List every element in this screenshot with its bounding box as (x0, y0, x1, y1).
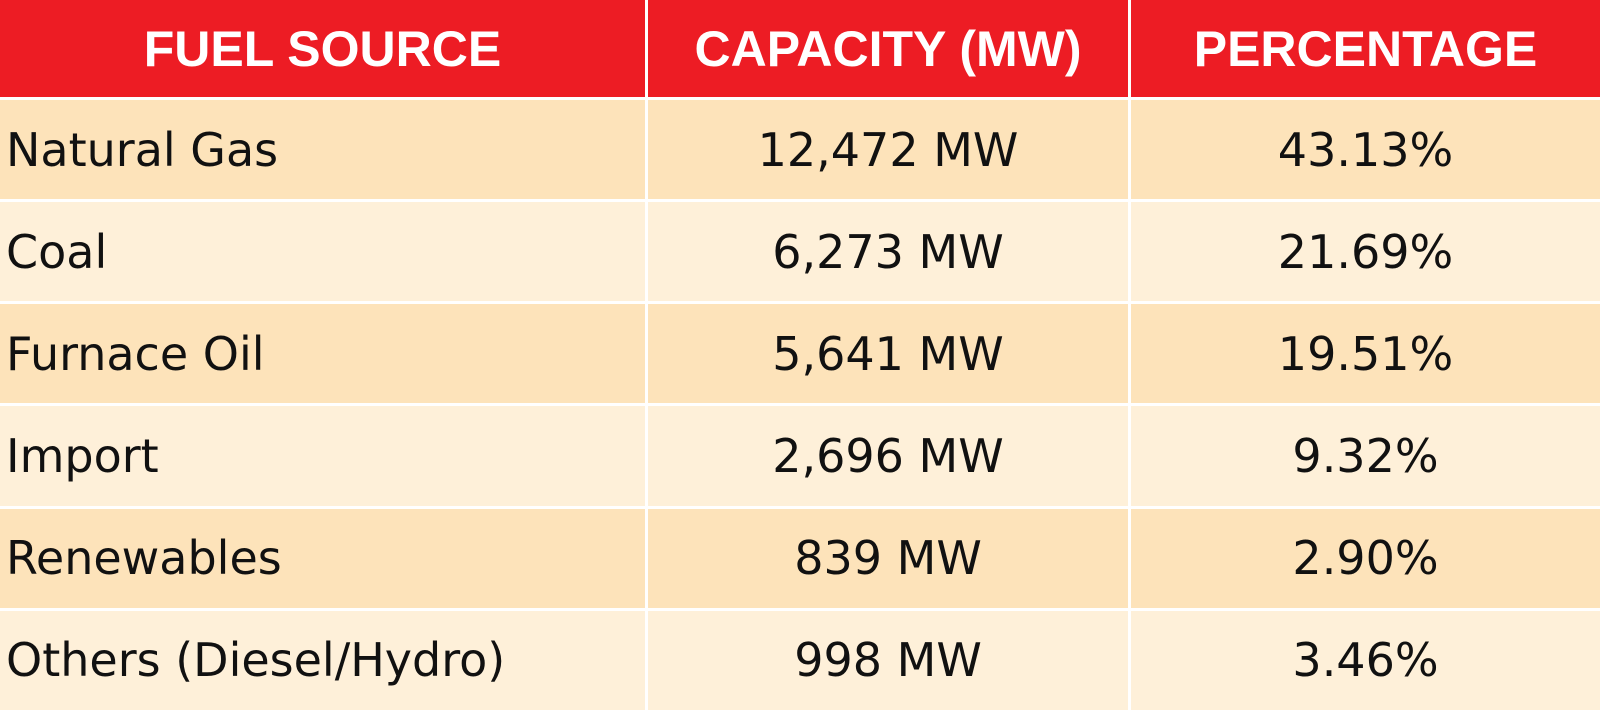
cell-fuel-source: Renewables (0, 508, 645, 608)
cell-fuel-source: Natural Gas (0, 100, 645, 200)
cell-capacity: 6,273 MW (648, 202, 1128, 302)
cell-fuel-source: Coal (0, 202, 645, 302)
header-capacity: CAPACITY (MW) (648, 0, 1128, 97)
cell-capacity: 998 MW (648, 610, 1128, 710)
cell-percentage: 19.51% (1131, 304, 1600, 404)
header-fuel-source: FUEL SOURCE (0, 0, 645, 97)
cell-capacity: 839 MW (648, 508, 1128, 608)
cell-percentage: 2.90% (1131, 508, 1600, 608)
cell-capacity: 12,472 MW (648, 100, 1128, 200)
cell-percentage: 3.46% (1131, 610, 1600, 710)
header-percentage: PERCENTAGE (1131, 0, 1600, 97)
cell-percentage: 43.13% (1131, 100, 1600, 200)
cell-fuel-source: Furnace Oil (0, 304, 645, 404)
cell-capacity: 2,696 MW (648, 406, 1128, 506)
cell-fuel-source: Import (0, 406, 645, 506)
cell-percentage: 9.32% (1131, 406, 1600, 506)
cell-fuel-source: Others (Diesel/Hydro) (0, 610, 645, 710)
cell-capacity: 5,641 MW (648, 304, 1128, 404)
cell-percentage: 21.69% (1131, 202, 1600, 302)
